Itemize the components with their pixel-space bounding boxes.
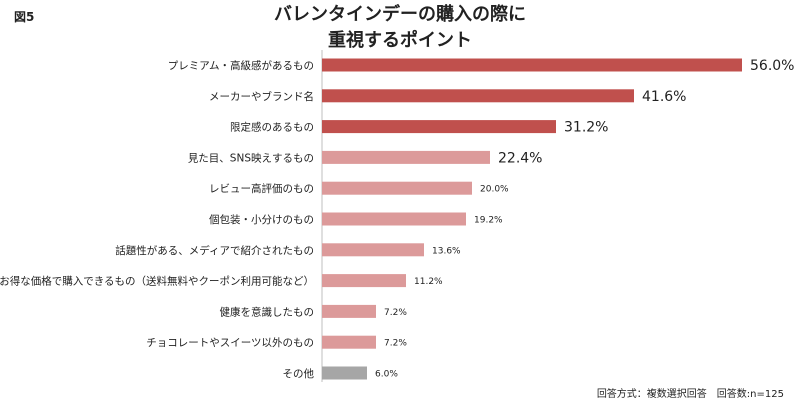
value-label: 13.6%	[432, 246, 461, 256]
bar	[322, 150, 490, 164]
value-label: 31.2%	[564, 120, 608, 136]
value-label: 41.6%	[642, 89, 686, 105]
category-label: 個包装・小分けのもの	[209, 213, 314, 226]
value-label: 20.0%	[480, 185, 509, 195]
bar	[322, 120, 556, 134]
category-label: 話題性がある、メディアで紹介されたもの	[115, 244, 314, 257]
bar	[322, 212, 466, 226]
category-label: レビュー高評価のもの	[209, 182, 314, 195]
bar	[322, 89, 634, 103]
value-label: 7.2%	[384, 308, 407, 318]
category-label: その他	[283, 367, 315, 380]
bar	[322, 243, 424, 257]
chart-title-line1: バレンタインデーの購入の際に	[274, 4, 526, 25]
category-label: お得な価格で購入できるもの（送料無料やクーポン利用可能など）	[0, 275, 314, 288]
value-label: 7.2%	[384, 339, 407, 349]
value-label: 19.2%	[474, 216, 503, 226]
category-label: メーカーやブランド名	[209, 90, 314, 103]
value-label: 22.4%	[498, 150, 542, 166]
category-label: 限定感のあるもの	[230, 121, 314, 134]
category-label: 見た目、SNS映えするもの	[188, 152, 314, 164]
bar	[322, 304, 376, 318]
category-label: プレミアム・高級感があるもの	[168, 59, 314, 72]
value-label: 6.0%	[375, 370, 398, 380]
value-label: 56.0%	[750, 58, 794, 74]
bar	[322, 58, 742, 72]
category-label: 健康を意識したもの	[220, 305, 315, 318]
footnote: 回答方式：複数選択回答 回答数:n=125	[596, 389, 784, 400]
figure-label: 図5	[14, 10, 35, 24]
bar	[322, 366, 367, 380]
chart-title-line2: 重視するポイント	[328, 30, 472, 51]
bar	[322, 274, 406, 288]
category-label: チョコレートやスイーツ以外のもの	[146, 337, 314, 349]
bar	[322, 181, 472, 195]
bar	[322, 335, 376, 349]
value-label: 11.2%	[414, 277, 443, 287]
